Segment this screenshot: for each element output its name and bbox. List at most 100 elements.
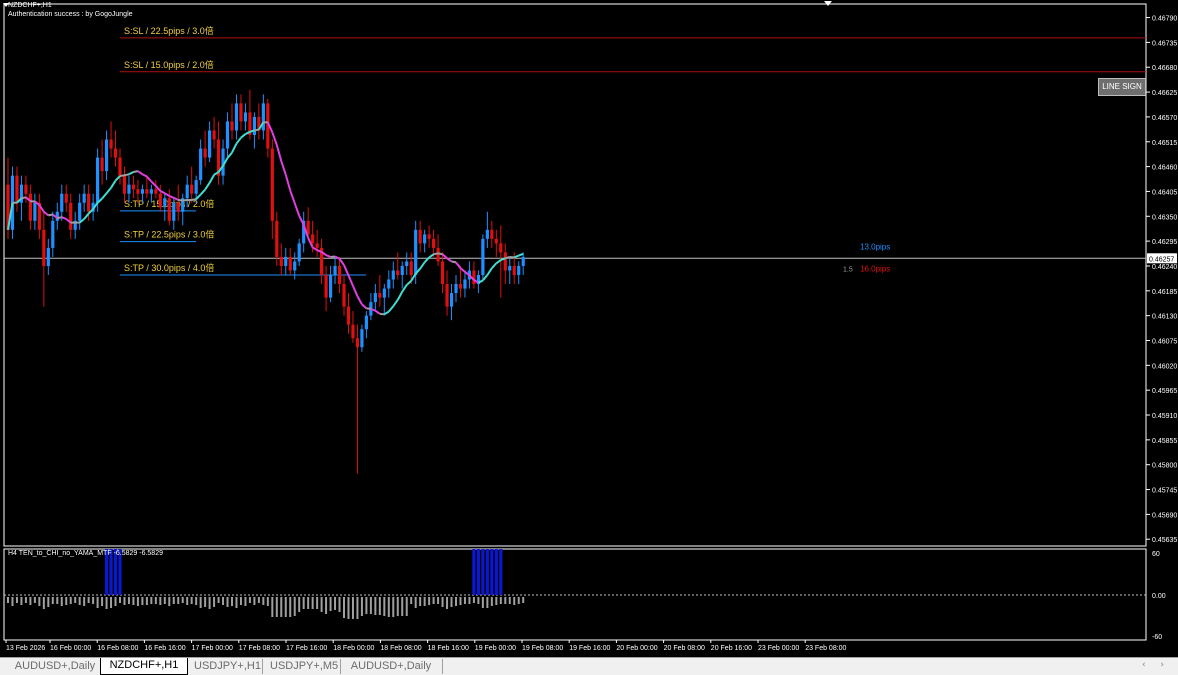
candle-body xyxy=(230,121,233,130)
oscillator-bar xyxy=(43,597,45,609)
price-tick-label: 0.46130 xyxy=(1152,314,1177,321)
moving-average-segment xyxy=(505,257,509,258)
oscillator-bar xyxy=(271,597,273,617)
oscillator-bar xyxy=(173,597,175,604)
candle-body xyxy=(204,149,207,158)
oscillator-bar xyxy=(446,597,448,609)
candle-body xyxy=(495,239,498,244)
moving-average-segment xyxy=(272,132,276,145)
candle-body xyxy=(65,194,68,203)
candle-body xyxy=(15,176,18,203)
time-tick-label: 20 Feb 00:00 xyxy=(616,645,657,652)
chart-symbol-title: NZDCHF+,H1 xyxy=(8,2,52,9)
oscillator-bar xyxy=(79,597,81,605)
moving-average-segment xyxy=(460,268,464,272)
moving-average-segment xyxy=(496,260,500,263)
oscillator-bar xyxy=(347,597,349,619)
moving-average-segment xyxy=(210,175,214,183)
oscillator-tick-label: 60 xyxy=(1152,551,1160,558)
oscillator-signal-bar xyxy=(486,549,489,595)
candle-body xyxy=(316,243,319,248)
time-tick-label: 17 Feb 16:00 xyxy=(286,645,327,652)
oscillator-bar xyxy=(303,597,305,609)
moving-average-segment xyxy=(84,214,88,219)
oscillator-bar xyxy=(137,597,139,606)
moving-average-segment xyxy=(357,296,361,304)
oscillator-bar xyxy=(209,597,211,609)
oscillator-bar xyxy=(34,597,36,603)
candle-body xyxy=(195,180,198,194)
oscillator-bar xyxy=(141,597,143,605)
moving-average-segment xyxy=(344,265,348,275)
oscillator-bar xyxy=(392,597,394,617)
oscillator-bar xyxy=(168,597,170,606)
price-tick-label: 0.46680 xyxy=(1152,65,1177,72)
moving-average-segment xyxy=(384,312,388,315)
candle-body xyxy=(226,121,229,148)
candle-body xyxy=(423,234,426,243)
price-tick-label: 0.45965 xyxy=(1152,388,1177,395)
tab-scroll-arrows-icon[interactable]: ‹ › xyxy=(1142,660,1170,670)
oscillator-bar xyxy=(424,597,426,606)
candle-body xyxy=(123,176,126,194)
candle-body xyxy=(69,203,72,230)
oscillator-bar xyxy=(280,597,282,617)
candle-body xyxy=(186,185,189,199)
candle-body xyxy=(42,230,45,266)
candle-body xyxy=(450,293,453,307)
oscillator-bar xyxy=(186,597,188,605)
oscillator-bar xyxy=(128,597,130,604)
time-tick-label: 18 Feb 08:00 xyxy=(380,645,421,652)
moving-average-segment xyxy=(120,175,124,176)
oscillator-bar xyxy=(74,597,76,603)
candle-body xyxy=(365,316,368,330)
oscillator-bar xyxy=(97,597,99,608)
oscillator-bar xyxy=(276,597,278,617)
oscillator-bar xyxy=(410,597,412,604)
candle-body xyxy=(280,257,283,266)
line-sign-button[interactable]: LINE SIGN xyxy=(1098,78,1146,96)
candle-body xyxy=(441,261,444,284)
candle-body xyxy=(293,261,296,270)
candle-body xyxy=(486,230,489,239)
oscillator-bar xyxy=(253,597,255,605)
tab-audusd-daily-2[interactable]: AUDUSD+,Daily xyxy=(340,659,443,674)
oscillator-bar xyxy=(159,597,161,605)
tab-usdjpy-h1[interactable]: USDJPY+,H1 xyxy=(186,659,263,674)
oscillator-bar xyxy=(16,597,18,603)
time-tick-label: 20 Feb 08:00 xyxy=(664,645,705,652)
oscillator-bar xyxy=(235,597,237,608)
candle-body xyxy=(141,189,144,194)
time-tick-label: 13 Feb 2026 xyxy=(6,645,45,652)
moving-average-segment xyxy=(232,144,236,153)
oscillator-bar xyxy=(267,597,269,606)
oscillator-bar xyxy=(195,597,197,605)
oscillator-bar xyxy=(92,597,94,604)
tab-usdjpy-m5[interactable]: USDJPY+,M5 xyxy=(262,659,341,674)
oscillator-tick-label: -60 xyxy=(1152,634,1162,641)
oscillator-bar xyxy=(459,597,461,605)
oscillator-bar xyxy=(119,597,121,603)
oscillator-bar xyxy=(258,597,260,603)
oscillator-bar xyxy=(70,597,72,604)
oscillator-bar xyxy=(455,597,457,606)
oscillator-bar xyxy=(518,597,520,604)
moving-average-segment xyxy=(452,261,456,262)
chart-tab-bar: AUDUSD+,Daily NZDCHF+,H1 USDJPY+,H1 USDJ… xyxy=(0,657,1178,675)
moving-average-segment xyxy=(519,254,523,256)
oscillator-bar xyxy=(88,597,90,603)
candle-body xyxy=(338,266,341,284)
oscillator-bar xyxy=(370,597,372,614)
moving-average-segment xyxy=(353,286,357,296)
oscillator-bar xyxy=(352,597,354,619)
moving-average-segment xyxy=(107,188,111,193)
price-tick-label: 0.46460 xyxy=(1152,165,1177,172)
oscillator-bar xyxy=(200,597,202,608)
chart-shift-marker-icon[interactable] xyxy=(824,1,832,6)
candle-body xyxy=(87,194,90,212)
tab-nzdchf-h1[interactable]: NZDCHF+,H1 xyxy=(100,658,188,675)
oscillator-bar xyxy=(330,597,332,611)
candle-body xyxy=(311,234,314,243)
tab-audusd-daily-1[interactable]: AUDUSD+,Daily xyxy=(4,659,107,674)
